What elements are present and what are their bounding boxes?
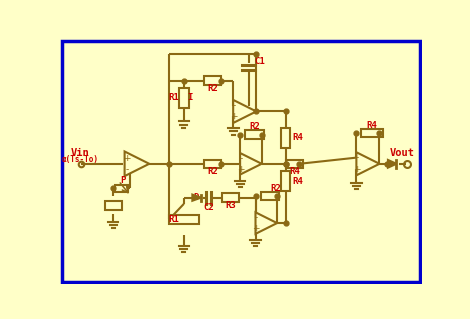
Text: α(Ts-To): α(Ts-To): [62, 155, 98, 164]
Text: -: -: [125, 165, 128, 174]
Bar: [261, 192, 279, 200]
Bar: [222, 193, 239, 202]
Text: R2: R2: [250, 122, 260, 131]
Text: R4: R4: [290, 167, 300, 176]
Text: R4: R4: [367, 121, 377, 130]
Polygon shape: [240, 153, 262, 174]
Polygon shape: [233, 100, 256, 123]
Bar: [281, 128, 290, 148]
Text: D: D: [194, 193, 199, 202]
Polygon shape: [356, 152, 379, 175]
Text: R2: R2: [207, 167, 218, 176]
Bar: [115, 185, 128, 192]
Text: C2: C2: [203, 203, 214, 212]
Bar: [179, 88, 188, 108]
Text: +: +: [252, 224, 260, 233]
Bar: [361, 129, 383, 137]
Text: -: -: [232, 101, 235, 111]
Bar: [245, 130, 264, 139]
Polygon shape: [125, 152, 149, 176]
Polygon shape: [388, 160, 396, 168]
Text: +: +: [123, 154, 131, 163]
Bar: [281, 171, 290, 191]
Text: Vin: Vin: [70, 148, 89, 158]
Text: +: +: [230, 112, 238, 121]
Bar: [286, 160, 303, 168]
Text: R4: R4: [292, 177, 303, 186]
Polygon shape: [256, 212, 277, 234]
Text: R4: R4: [292, 133, 303, 142]
Text: -: -: [355, 153, 359, 162]
Text: -: -: [239, 154, 243, 163]
Bar: [169, 215, 198, 224]
Bar: [105, 201, 122, 210]
Text: C1: C1: [254, 57, 265, 66]
Text: R2: R2: [207, 84, 218, 93]
Text: +: +: [237, 165, 244, 174]
Text: R3: R3: [226, 201, 236, 210]
Text: R2: R2: [270, 184, 281, 193]
Text: I: I: [188, 93, 193, 102]
Text: Vout: Vout: [390, 148, 415, 158]
Text: -: -: [255, 213, 258, 222]
Bar: [204, 160, 221, 168]
Text: P: P: [120, 176, 126, 185]
Polygon shape: [192, 195, 201, 201]
Text: R1: R1: [169, 215, 179, 224]
Text: R1: R1: [169, 93, 179, 102]
Text: +: +: [353, 166, 361, 174]
Bar: [204, 76, 221, 85]
